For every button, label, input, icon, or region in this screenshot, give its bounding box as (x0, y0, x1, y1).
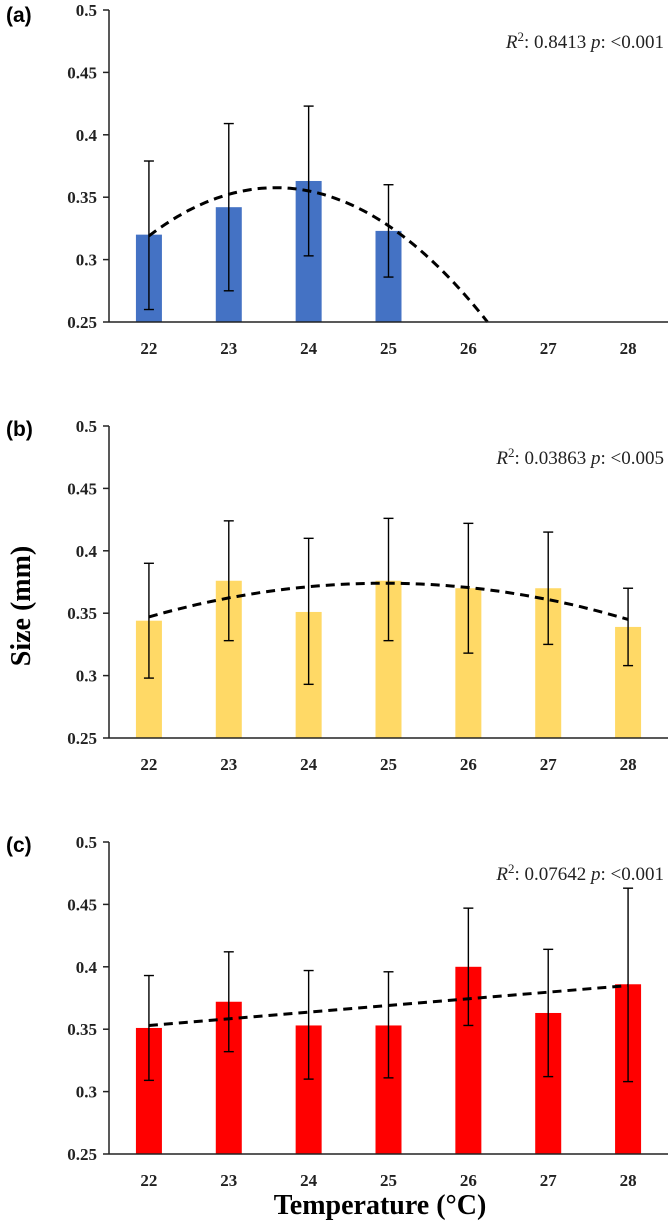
panel-label: (c) (6, 834, 32, 857)
chart-panel-3: (c) 0.25 0.3 0.35 0.4 0.45 0.5 22 23 24 25 26 27 28 R2… (6, 833, 668, 1190)
error-bar (543, 531, 554, 646)
y-tick-label: 0.35 (67, 188, 97, 207)
x-tick-label: 25 (380, 339, 397, 358)
error-bar (143, 562, 154, 679)
x-tick-label: 25 (380, 1171, 397, 1190)
x-tick-label: 26 (460, 755, 477, 774)
y-tick-label: 0.45 (67, 479, 97, 498)
y-tick-label: 0.5 (76, 417, 97, 436)
x-tick-label: 27 (540, 755, 558, 774)
y-tick-label: 0.35 (67, 604, 97, 623)
stats-annotation: R2: 0.8413 p: <0.001 (505, 29, 664, 53)
stats-annotation: R2: 0.03863 p: <0.005 (495, 445, 664, 469)
trend-line (148, 581, 629, 621)
chart-panel-1: (a) 0.25 0.3 0.35 0.4 0.45 0.5 22 23 24 25 26 27 28 R2… (6, 1, 668, 358)
x-tick-label: 25 (380, 755, 397, 774)
y-tick-label: 0.3 (76, 251, 97, 270)
panel-label: (b) (6, 418, 33, 441)
error-bar (303, 105, 314, 257)
error-bar (303, 537, 314, 686)
chart-panel-2: (b) 0.25 0.3 0.35 0.4 0.45 0.5 22 23 24 25 26 27 28 R2… (6, 417, 668, 774)
stats-annotation: R2: 0.07642 p: <0.001 (495, 861, 664, 885)
y-axis-title: Size (mm) (6, 546, 37, 667)
x-tick-label: 28 (620, 1171, 637, 1190)
panel-label: (a) (6, 4, 32, 27)
y-tick-label: 0.4 (76, 958, 98, 977)
x-tick-label: 26 (460, 339, 477, 358)
y-tick-label: 0.3 (76, 667, 97, 686)
x-tick-label: 24 (300, 755, 318, 774)
x-tick-label: 22 (140, 755, 157, 774)
error-bar (303, 969, 314, 1080)
y-tick-label: 0.5 (76, 833, 97, 852)
x-tick-label: 27 (540, 1171, 558, 1190)
error-bar (543, 948, 554, 1078)
x-tick-label: 22 (140, 1171, 157, 1190)
y-tick-label: 0.3 (76, 1083, 97, 1102)
error-bar (463, 907, 474, 1027)
error-bar (383, 517, 394, 642)
x-tick-label: 24 (300, 339, 318, 358)
trend-line (148, 984, 629, 1027)
x-tick-label: 28 (620, 339, 637, 358)
y-tick-label: 0.5 (76, 1, 97, 20)
x-tick-label: 23 (220, 755, 237, 774)
error-bar (223, 951, 234, 1053)
y-tick-label: 0.35 (67, 1020, 97, 1039)
y-tick-label: 0.25 (67, 729, 97, 748)
y-tick-label: 0.45 (67, 895, 97, 914)
x-tick-label: 26 (460, 1171, 477, 1190)
trend-line (148, 186, 489, 323)
x-tick-label: 24 (300, 1171, 318, 1190)
error-bar (143, 974, 154, 1082)
y-tick-label: 0.4 (76, 542, 98, 561)
error-bar (623, 887, 634, 1083)
error-bar (383, 184, 394, 278)
y-tick-label: 0.25 (67, 1145, 97, 1164)
x-tick-label: 23 (220, 339, 237, 358)
x-tick-label: 27 (540, 339, 558, 358)
error-bar (223, 520, 234, 642)
y-tick-label: 0.45 (67, 63, 97, 82)
x-tick-label: 22 (140, 339, 157, 358)
x-tick-label: 28 (620, 755, 637, 774)
y-tick-label: 0.25 (67, 313, 97, 332)
y-tick-label: 0.4 (76, 126, 98, 145)
error-bar (223, 122, 234, 292)
error-bar (383, 971, 394, 1079)
x-axis-title: Temperature (°C) (274, 1190, 487, 1221)
x-tick-label: 23 (220, 1171, 237, 1190)
error-bar (623, 587, 634, 667)
